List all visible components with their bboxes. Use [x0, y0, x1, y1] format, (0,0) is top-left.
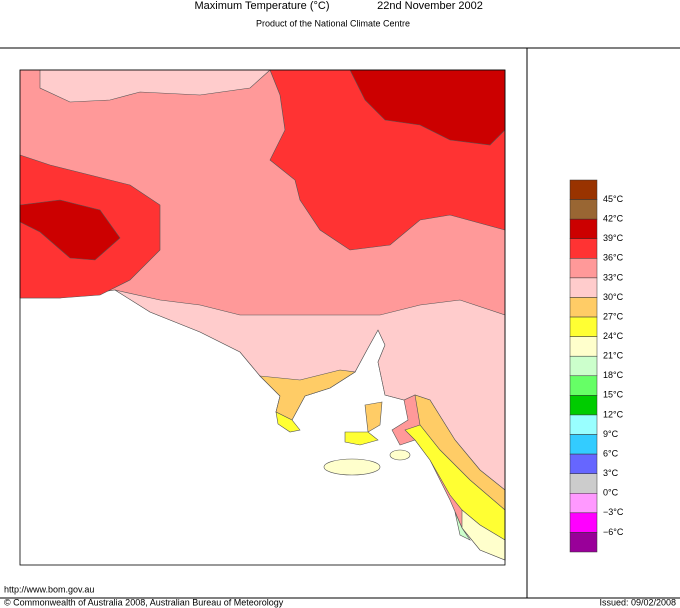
legend-label: 3°C — [603, 468, 619, 478]
legend-label: 15°C — [603, 390, 624, 400]
zone-27 — [259, 369, 356, 421]
legend-swatch — [569, 277, 598, 298]
legend: 45°C 42°C 39°C 36°C 33°C 30°C 27°C 24°C 21°C 18°C… — [569, 179, 624, 553]
island — [389, 449, 411, 461]
map-subtitle: Product of the National Climate Centre — [256, 18, 410, 28]
map-date: 22nd November 2002 — [377, 0, 483, 12]
legend-label: 36°C — [603, 253, 624, 263]
zone-24 — [344, 431, 379, 446]
legend-label: −6°C — [603, 527, 624, 537]
legend-label: 18°C — [603, 370, 624, 380]
legend-label: 21°C — [603, 351, 624, 361]
legend-swatch — [569, 395, 598, 416]
legend-label: 12°C — [603, 409, 624, 419]
legend-swatch — [569, 336, 598, 357]
legend-label: 24°C — [603, 331, 624, 341]
legend-label: 9°C — [603, 429, 619, 439]
legend-swatch — [569, 512, 598, 533]
legend-swatch — [569, 316, 598, 337]
legend-swatch — [569, 238, 598, 259]
zone-27 — [364, 401, 383, 433]
legend-swatch — [569, 493, 598, 514]
legend-swatch — [569, 199, 598, 220]
legend-label: 30°C — [603, 292, 624, 302]
legend-label: 42°C — [603, 214, 624, 224]
legend-swatch — [569, 355, 598, 377]
legend-swatch — [569, 414, 598, 435]
zone-30 — [39, 69, 271, 103]
zone-39 — [19, 199, 121, 261]
legend-label: 27°C — [603, 311, 624, 321]
legend-swatch — [569, 297, 598, 318]
copyright: © Commonwealth of Australia 2008, Austra… — [4, 597, 284, 607]
legend-swatch — [569, 434, 598, 455]
map-frame — [19, 69, 506, 566]
zone-24 — [275, 411, 301, 433]
legend-label: 0°C — [603, 488, 619, 498]
legend-swatch — [569, 375, 598, 396]
legend-swatch — [569, 532, 598, 553]
legend-label: 39°C — [603, 233, 624, 243]
legend-label: −3°C — [603, 507, 624, 517]
legend-swatch — [569, 179, 598, 200]
legend-label: 33°C — [603, 272, 624, 282]
legend-swatch — [569, 258, 598, 279]
source-url: http://www.bom.gov.au — [4, 584, 94, 594]
map-area — [19, 69, 506, 561]
island — [323, 458, 381, 476]
map-title: Maximum Temperature (°C) — [194, 0, 329, 12]
issued-date: Issued: 09/02/2008 — [599, 597, 676, 607]
legend-label: 6°C — [603, 448, 619, 458]
legend-swatch — [569, 218, 598, 239]
legend-swatch — [569, 473, 598, 494]
legend-label: 45°C — [603, 194, 624, 204]
zone-18 — [454, 511, 471, 541]
legend-swatch — [569, 453, 598, 474]
